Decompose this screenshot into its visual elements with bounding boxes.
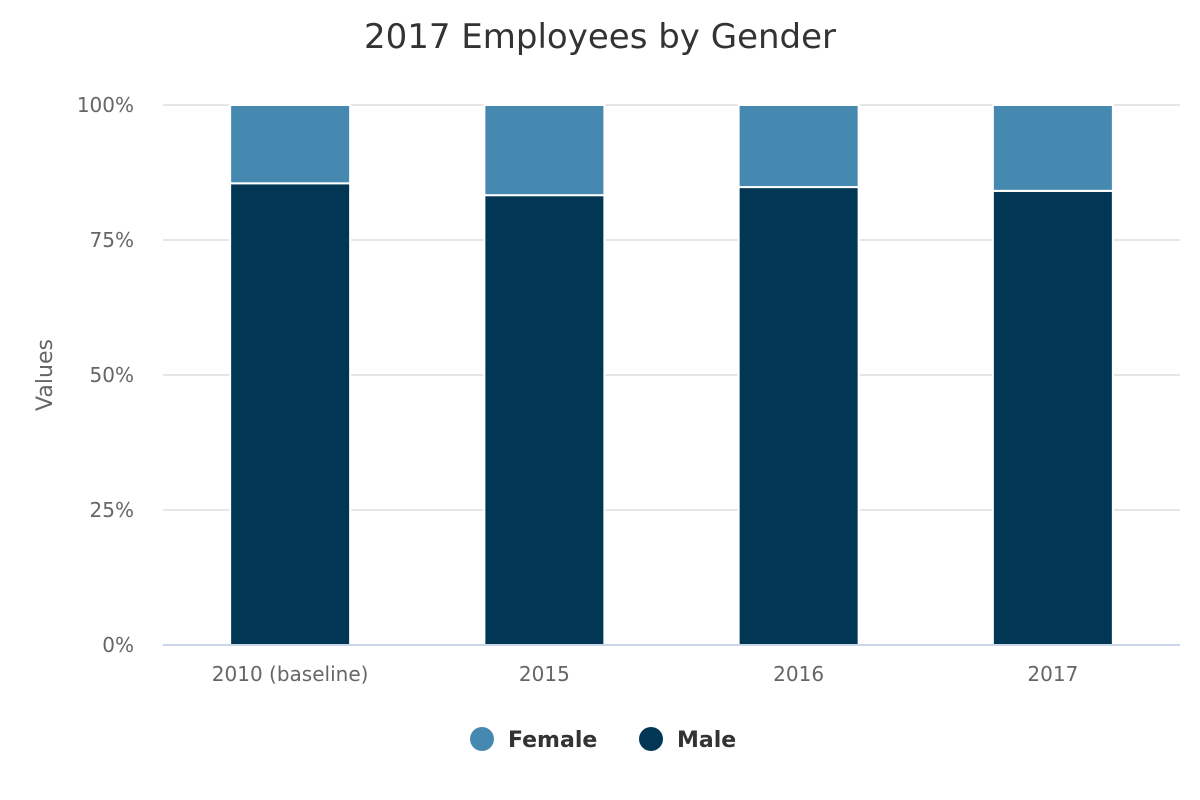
x-tick-label: 2010 (baseline) [212, 662, 369, 686]
y-tick-label: 0% [102, 633, 134, 657]
y-tick-label: 75% [90, 228, 134, 252]
legend-item-female[interactable]: Female [470, 727, 597, 753]
bar-male-3 [737, 186, 860, 647]
x-tick-label: 2015 [519, 662, 570, 686]
chart-title: 2017 Employees by Gender [364, 17, 836, 57]
legend-label: Male [677, 728, 736, 753]
x-tick-label: 2017 [1027, 662, 1078, 686]
y-tick-label: 100% [77, 93, 134, 117]
legend: Female Male [470, 727, 736, 753]
bar-female-4 [991, 104, 1114, 192]
y-tick-label: 50% [90, 363, 134, 387]
bar-male-2 [483, 194, 606, 646]
bar-male-4 [991, 189, 1114, 647]
legend-label: Female [508, 728, 597, 753]
bar-female-1 [229, 104, 352, 185]
x-axis-ticks: 2010 (baseline) 2015 2016 2017 [212, 662, 1079, 686]
bar-female-2 [483, 104, 606, 197]
y-tick-label: 25% [90, 498, 134, 522]
bar-male-1 [229, 182, 352, 647]
bars [229, 104, 1114, 647]
legend-swatch [639, 727, 663, 751]
legend-item-male[interactable]: Male [639, 727, 736, 753]
y-axis-title: Values [33, 339, 58, 411]
x-tick-label: 2016 [773, 662, 824, 686]
y-axis-ticks: 0% 25% 50% 75% 100% [77, 93, 134, 657]
legend-swatch [470, 727, 494, 751]
bar-female-3 [737, 104, 860, 189]
